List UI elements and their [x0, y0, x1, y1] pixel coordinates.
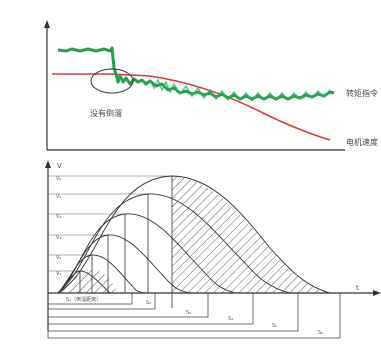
svg-text:S₁（倒溜距离）: S₁（倒溜距离） — [66, 296, 101, 303]
speed-label: 电机速度 — [346, 137, 378, 147]
svg-text:V₂: V₂ — [56, 255, 61, 261]
velocity-distance-svg: V t V₆ V₅ V₄ V₃ V₂ V₁ — [45, 160, 381, 339]
y-axis-arrow — [44, 20, 50, 28]
torque-speed-svg: 没有倒溜 转矩指令 电机速度 — [44, 20, 378, 151]
torque-noise — [149, 78, 331, 103]
v-level-labels: V₆ V₅ V₄ V₃ V₂ V₁ — [56, 176, 61, 277]
svg-text:V₆: V₆ — [56, 176, 61, 182]
t-axis-arrow — [373, 290, 381, 296]
vertical-lines — [79, 176, 173, 308]
svg-text:S₄: S₄ — [228, 316, 233, 322]
speed-curve — [52, 73, 331, 141]
v-axis-label: V — [57, 162, 62, 170]
no-rollback-label: 没有倒溜 — [90, 108, 122, 118]
svg-text:S₅: S₅ — [272, 323, 277, 329]
torque-speed-chart: 没有倒溜 转矩指令 电机速度 — [0, 18, 381, 156]
s-labels: S₁（倒溜距离） S₂ S₃ S₄ S₅ S₆ — [66, 296, 323, 336]
distance-steps — [47, 292, 341, 339]
level-lines — [48, 175, 172, 272]
velocity-distance-diagram: V t V₆ V₅ V₄ V₃ V₂ V₁ — [0, 158, 381, 343]
v-axis-arrow — [45, 160, 51, 168]
svg-text:S₆: S₆ — [318, 330, 323, 336]
svg-text:S₃: S₃ — [186, 310, 191, 316]
hatched-area-small — [58, 270, 118, 293]
svg-text:V₁: V₁ — [56, 271, 61, 277]
t-axis-label: t — [356, 284, 359, 292]
no-rollback-circle — [90, 68, 134, 94]
svg-text:S₂: S₂ — [146, 300, 151, 306]
svg-text:V₅: V₅ — [56, 194, 61, 200]
torque-label: 转矩指令 — [346, 88, 378, 98]
svg-text:V₃: V₃ — [56, 235, 61, 241]
svg-text:V₄: V₄ — [56, 214, 61, 220]
hatched-area-main — [172, 176, 330, 293]
